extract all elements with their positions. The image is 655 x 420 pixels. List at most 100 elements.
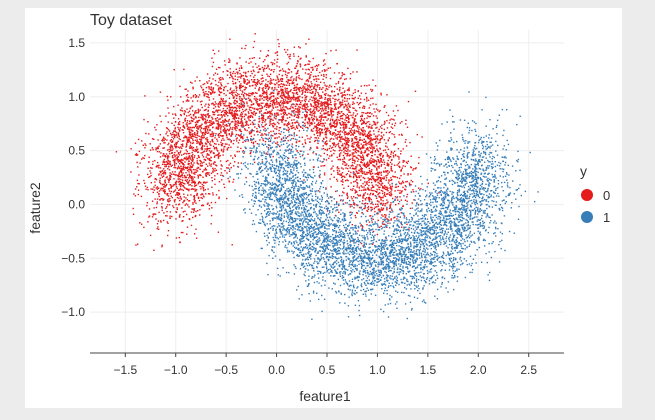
data-point (167, 121, 169, 123)
data-point (199, 101, 202, 103)
data-point (239, 99, 241, 102)
data-point (207, 94, 210, 96)
data-point (377, 159, 379, 161)
data-point (254, 95, 256, 98)
data-point (167, 160, 170, 162)
data-point (307, 73, 309, 75)
data-point (338, 119, 341, 122)
data-point (369, 123, 371, 125)
data-point (357, 150, 359, 153)
data-point (406, 180, 408, 183)
data-point (219, 128, 222, 130)
data-point (191, 120, 194, 122)
data-point (211, 57, 213, 59)
data-point (333, 90, 335, 93)
data-point (278, 80, 280, 82)
data-point (353, 202, 356, 205)
data-point (267, 88, 269, 90)
data-point (295, 79, 297, 82)
data-point (269, 73, 272, 75)
data-point (201, 145, 204, 147)
data-point (354, 141, 357, 144)
data-point (292, 97, 294, 100)
data-point (204, 182, 207, 184)
data-point (320, 97, 322, 99)
data-point (379, 147, 381, 149)
data-point (192, 115, 195, 117)
data-point (163, 198, 165, 200)
data-point (361, 189, 363, 192)
data-point (210, 156, 212, 159)
data-point (371, 142, 373, 145)
data-point (341, 135, 343, 138)
data-point (151, 167, 153, 169)
data-point (175, 162, 177, 165)
data-point (278, 136, 280, 138)
data-point (229, 112, 231, 114)
data-point (390, 169, 392, 172)
data-point (370, 206, 372, 209)
data-point (302, 121, 304, 123)
data-point (316, 65, 319, 67)
data-point (164, 189, 166, 191)
data-point (340, 115, 342, 117)
data-point (336, 122, 338, 124)
data-point (337, 119, 339, 121)
data-point (201, 197, 203, 200)
data-point (234, 154, 236, 156)
data-point (411, 202, 413, 204)
data-point (312, 91, 314, 93)
data-point (290, 127, 293, 130)
data-point (325, 116, 327, 118)
data-point (160, 197, 162, 200)
data-point (317, 123, 319, 126)
data-point (152, 148, 154, 151)
data-point (332, 149, 335, 151)
data-point (275, 118, 277, 120)
data-point (369, 134, 371, 136)
data-point (373, 123, 375, 126)
data-point (136, 154, 138, 156)
data-point (347, 104, 349, 106)
data-point (326, 154, 329, 156)
data-point (222, 98, 224, 100)
data-point (163, 139, 165, 142)
data-point (304, 124, 306, 126)
data-point (226, 125, 229, 127)
data-point (217, 89, 220, 91)
data-point (245, 124, 247, 126)
data-point (386, 146, 388, 148)
data-point (379, 179, 382, 181)
data-point (209, 135, 212, 137)
data-point (218, 87, 220, 89)
data-point (367, 134, 370, 137)
data-point (167, 234, 169, 237)
data-point (192, 88, 194, 90)
data-point (353, 196, 355, 198)
data-point (273, 71, 275, 73)
data-point (169, 215, 171, 217)
data-point (377, 185, 379, 187)
data-point (324, 148, 326, 151)
data-point (377, 150, 380, 153)
data-point (323, 125, 325, 127)
data-point (204, 159, 207, 161)
data-point (320, 95, 322, 98)
data-point (331, 134, 333, 136)
data-point (383, 123, 385, 125)
data-point (363, 186, 365, 188)
data-point (271, 100, 273, 102)
data-point (229, 127, 232, 129)
data-point (207, 173, 209, 175)
data-point (239, 122, 241, 124)
data-point (201, 204, 204, 206)
data-point (154, 159, 156, 162)
data-point (197, 163, 200, 165)
data-point (325, 103, 328, 105)
data-point (362, 159, 364, 162)
data-point (371, 176, 373, 178)
data-point (311, 119, 314, 121)
data-point (372, 97, 374, 99)
data-point (243, 152, 245, 154)
data-point (216, 149, 218, 151)
